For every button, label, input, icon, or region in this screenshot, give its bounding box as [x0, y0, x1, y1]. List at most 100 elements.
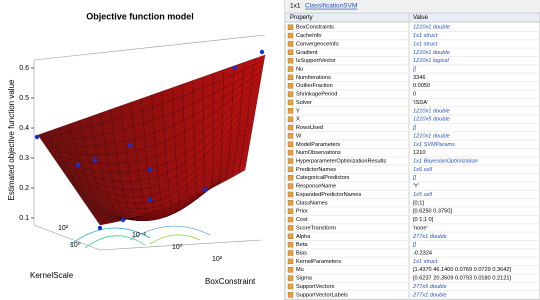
column-header [284, 12, 540, 23]
property-icon [287, 49, 294, 55]
property-name: Gradient [296, 50, 318, 56]
surface-cell [127, 161, 139, 173]
axis-line [33, 34, 266, 61]
property-name: ShrinkagePeriod [296, 92, 337, 98]
property-value: 1x1 BayesianOptimization [413, 158, 478, 164]
property-value: 1x1 SVMParams [413, 142, 455, 148]
surface-cell [132, 189, 143, 198]
property-name: Prior [296, 209, 308, 215]
y-label: BoxConstraint [205, 277, 256, 286]
property-value: 1x5 cell [413, 167, 433, 173]
z-label: Estimated objective function value [7, 79, 16, 201]
observed-point [259, 49, 265, 55]
panel-class[interactable]: ClassificationSVM [305, 3, 357, 10]
property-icon [287, 57, 294, 64]
property-name: Cost [296, 217, 308, 223]
z-tick-label: 0.4 [19, 125, 29, 132]
property-name: PredictorNames [296, 167, 336, 173]
contour [149, 234, 201, 245]
observed-point [147, 197, 153, 203]
property-value: 1210x1 double [413, 25, 450, 31]
property-icon [287, 41, 294, 47]
property-name: Y [296, 108, 300, 114]
z-tick-label: 0.2 [19, 185, 29, 192]
property-value: 1x1 struct [413, 259, 438, 265]
property-name: CategoricalPredictors [296, 175, 350, 181]
z-tick-label: 0.6 [19, 65, 29, 72]
property-value: 1x1 struct [413, 33, 438, 39]
surface-cell [138, 169, 150, 182]
panel-header [285, 0, 540, 12]
contour [84, 235, 146, 249]
surface-cell [105, 142, 117, 155]
property-icon [287, 191, 294, 198]
property-value: 1210x1 double [413, 50, 450, 56]
property-value: -0.2324 [413, 250, 432, 256]
property-value: [0.6237 20.3509 0.0793 0.0180 0.2121] [413, 276, 511, 282]
property-value: 277x1 double [412, 292, 447, 298]
property-icon [287, 116, 294, 122]
surface-cell [126, 150, 138, 163]
property-name: Sigma [296, 276, 313, 282]
property-value: 1210x1 double [413, 133, 450, 139]
property-name: Bias [296, 250, 307, 256]
property-icon [287, 283, 294, 290]
property-icon [287, 74, 294, 81]
property-value: 1210 [413, 150, 425, 156]
property-name: ConvergenceInfo [296, 41, 339, 47]
observed-point [147, 167, 153, 173]
property-value: 1210x1 logical [413, 58, 450, 64]
property-name: IsSupportVector [296, 58, 336, 64]
property-name: RowsUsed [296, 125, 323, 131]
observed-point [75, 162, 81, 168]
property-name: OutlierFraction [296, 83, 333, 89]
x-tick-label: 10⁰ [70, 241, 81, 249]
property-icon [287, 208, 294, 214]
property-value: 1x1 struct [413, 41, 438, 47]
surface-cell [118, 162, 130, 174]
surface-cell [113, 129, 126, 144]
property-icon [287, 83, 294, 89]
property-value: [] [412, 125, 417, 131]
property-name: NumObservations [296, 150, 341, 156]
property-value: [] [412, 175, 417, 181]
observed-point [120, 217, 126, 223]
x-tick-label: 10² [58, 225, 69, 232]
property-icon [287, 225, 294, 231]
property-value: 1210x5 double [413, 117, 450, 123]
axis-line [33, 224, 101, 251]
property-value: 1x5 cell [413, 192, 433, 198]
z-tick-label: 0.1 [19, 215, 29, 222]
property-value: 0 [413, 92, 416, 98]
y-tick-label: 10² [212, 256, 223, 263]
property-value: 3346 [413, 75, 425, 81]
property-icon [287, 24, 294, 30]
observed-point [97, 225, 103, 231]
property-icon [287, 175, 294, 181]
property-icon [287, 292, 294, 298]
property-icon [287, 158, 294, 164]
property-icon [287, 99, 294, 106]
property-icon [287, 149, 294, 156]
axis-line [99, 239, 263, 251]
surface-cell [96, 220, 107, 226]
property-icon [287, 108, 294, 114]
property-name: ResponseName [296, 184, 336, 190]
property-name: ExpandedPredictorNames [296, 192, 361, 198]
property-value: [0;1] [413, 200, 424, 206]
plot-title: Objective function model [86, 11, 194, 21]
property-name: Solver [296, 100, 312, 106]
property-icon [287, 133, 294, 139]
surface-cell [134, 203, 146, 210]
property-icon [287, 250, 294, 256]
observed-point [202, 187, 208, 193]
property-icon [287, 32, 294, 39]
property-value: [] [412, 242, 417, 248]
observed-point [127, 142, 133, 148]
x-label: KernelScale [30, 271, 74, 280]
property-value: 'none' [413, 225, 428, 231]
observed-point [34, 134, 40, 140]
surface-cell [133, 196, 144, 204]
z-tick-label: 0.5 [19, 95, 29, 102]
